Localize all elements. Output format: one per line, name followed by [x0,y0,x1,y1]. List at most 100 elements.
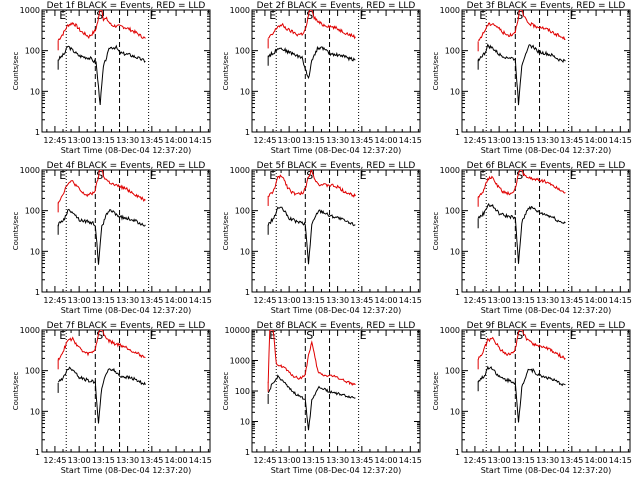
x-tick-label: 14:00 [585,456,608,465]
y-tick-label: 100 [25,367,40,376]
chart-title: Det 8f BLACK = Events, RED = LLD [257,321,416,331]
x-axis-label: Start Time (08-Dec-04 12:37:20) [61,146,192,155]
x-tick-label: 12:45 [463,296,486,305]
x-axis-label: Start Time (08-Dec-04 12:37:20) [481,146,612,155]
x-tick-label: 12:45 [253,456,276,465]
y-tick-label: 100 [235,47,250,56]
y-tick-label: 1 [35,288,40,297]
x-tick-label: 14:00 [585,296,608,305]
marker-E-end: E [570,329,577,342]
y-tick-label: 1 [35,128,40,137]
chart-title: Det 9f BLACK = Events, RED = LLD [467,321,626,331]
x-tick-label: 14:15 [609,296,632,305]
y-tick-label: 1000 [20,326,40,335]
x-axis-label: Start Time (08-Dec-04 12:37:20) [481,466,612,475]
x-tick-label: 14:15 [399,136,422,145]
x-tick-label: 14:15 [189,456,212,465]
plot-frame [41,169,211,293]
x-axis-label: Start Time (08-Dec-04 12:37:20) [61,466,192,475]
marker-E-start: E [269,329,276,342]
x-tick-label: 13:30 [536,296,559,305]
x-tick-label: 13:30 [326,136,349,145]
y-tick-label: 1000 [20,166,40,175]
y-tick-label: 10 [240,87,250,96]
x-tick-label: 13:15 [302,296,325,305]
y-tick-label: 100 [25,207,40,216]
chart-panel-4: Det 4f BLACK = Events, RED = LLD 1 10 100 10… [12,161,212,315]
x-tick-label: 13:45 [560,296,583,305]
x-axis-label: Start Time (08-Dec-04 12:37:20) [271,306,402,315]
x-tick-label: 13:30 [116,136,139,145]
x-tick-label: 13:45 [140,296,163,305]
plot-frame [461,169,631,293]
x-tick-label: 14:00 [375,456,398,465]
chart-title: Det 4f BLACK = Events, RED = LLD [47,161,206,171]
lld-series-line [477,170,566,198]
chart-title: Det 6f BLACK = Events, RED = LLD [467,161,626,171]
marker-E-end: E [150,9,157,22]
y-tick-label: 10 [240,418,250,427]
x-tick-label: 12:45 [43,456,66,465]
x-tick-label: 14:15 [189,136,212,145]
marker-E-end: E [360,169,367,182]
chart-title: Det 3f BLACK = Events, RED = LLD [467,1,626,11]
x-tick-label: 12:45 [463,456,486,465]
x-tick-label: 13:45 [560,456,583,465]
y-axis-label: Counts/sec [222,372,230,411]
marker-E-start: E [479,329,486,342]
marker-E-end: E [150,169,157,182]
marker-S: S [306,329,313,342]
y-tick-label: 1 [35,448,40,457]
lld-series-line [477,330,566,361]
y-tick-label: 10 [450,247,460,256]
lld-series-line [267,330,356,386]
x-tick-label: 13:30 [116,456,139,465]
x-tick-label: 13:15 [512,296,535,305]
marker-E-start: E [59,169,66,182]
y-tick-label: 10 [450,87,460,96]
plot-frame [461,9,631,133]
x-tick-label: 13:00 [68,456,91,465]
y-tick-label: 1000 [20,6,40,15]
x-tick-label: 13:00 [68,136,91,145]
y-axis-label: Counts/sec [222,52,230,91]
lld-series-line [477,10,566,42]
y-tick-label: 1 [455,288,460,297]
y-tick-label: 1 [455,128,460,137]
chart-panel-1: Det 1f BLACK = Events, RED = LLD 1 10 100 10… [12,1,212,155]
x-tick-label: 14:00 [375,296,398,305]
chart-title: Det 5f BLACK = Events, RED = LLD [257,161,416,171]
x-tick-label: 14:00 [165,296,188,305]
y-tick-label: 1 [245,448,250,457]
chart-panel-2: Det 2f BLACK = Events, RED = LLD 1 10 100 10… [222,1,422,155]
x-axis-label: Start Time (08-Dec-04 12:37:20) [271,466,402,475]
chart-title: Det 1f BLACK = Events, RED = LLD [47,1,206,11]
marker-E-start: E [59,329,66,342]
x-tick-label: 14:15 [399,456,422,465]
events-series-line [477,365,566,423]
y-axis-label: Counts/sec [12,212,20,251]
y-tick-label: 1000 [230,357,250,366]
marker-E-start: E [59,9,66,22]
x-axis-label: Start Time (08-Dec-04 12:37:20) [271,146,402,155]
x-tick-label: 13:15 [512,456,535,465]
x-tick-label: 13:45 [140,136,163,145]
plot-frame [461,329,631,453]
lld-series-line [57,330,146,361]
y-tick-label: 10 [450,407,460,416]
x-tick-label: 14:15 [609,456,632,465]
marker-S: S [96,9,103,22]
x-tick-label: 13:00 [488,136,511,145]
x-tick-label: 13:15 [92,136,115,145]
y-tick-label: 1000 [230,6,250,15]
x-tick-label: 13:00 [278,296,301,305]
chart-panel-9: Det 9f BLACK = Events, RED = LLD 1 10 100 10… [432,321,632,475]
x-tick-label: 14:00 [375,136,398,145]
lld-series-line [57,10,146,41]
plot-frame [251,329,421,453]
y-tick-label: 100 [235,387,250,396]
chart-panel-5: Det 5f BLACK = Events, RED = LLD 1 10 100 10… [222,161,422,315]
marker-E-start: E [269,9,276,22]
y-tick-label: 100 [25,47,40,56]
